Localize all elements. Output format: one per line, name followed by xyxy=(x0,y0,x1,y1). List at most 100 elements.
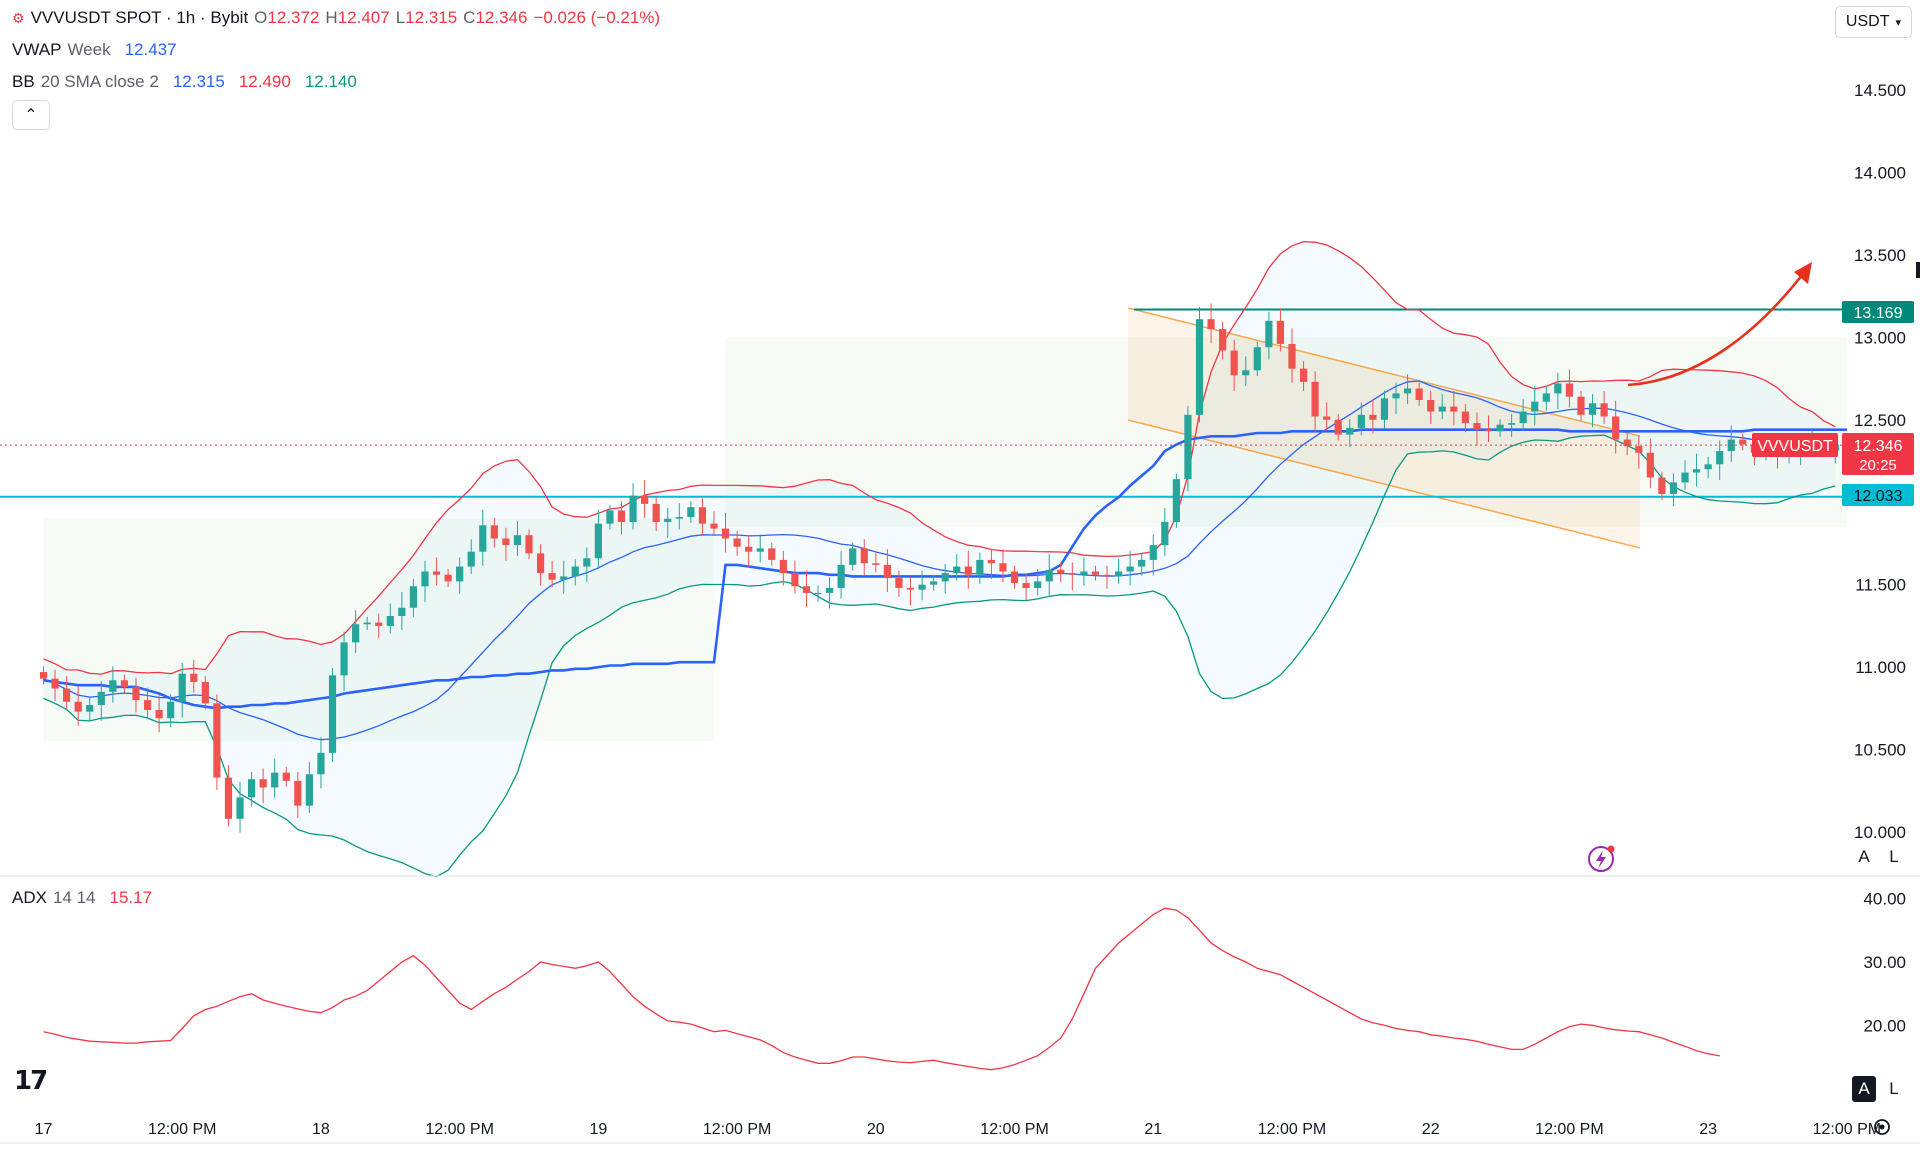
candle xyxy=(1739,433,1747,451)
high-value: 12.407 xyxy=(337,8,390,27)
candle xyxy=(930,575,938,591)
adx-pane xyxy=(43,907,1720,1071)
candle xyxy=(941,564,949,594)
candle xyxy=(652,496,660,532)
candle xyxy=(456,557,464,594)
support-badge: 12.033 xyxy=(1854,488,1903,505)
candle xyxy=(1311,371,1319,433)
candlesticks xyxy=(39,303,1839,833)
candle xyxy=(872,550,880,573)
candle xyxy=(271,758,279,799)
adx-legend[interactable]: ADX 14 14 15.17 xyxy=(12,888,158,908)
vwap-name: VWAP xyxy=(12,40,62,59)
time-tick-label: 12:00 PM xyxy=(703,1121,771,1138)
bb-legend[interactable]: BB 20 SMA close 2 12.315 12.490 12.140 xyxy=(12,72,363,92)
adx-value: 15.17 xyxy=(109,888,153,907)
candle xyxy=(1704,456,1712,479)
time-tick-label: 12:00 PM xyxy=(1813,1121,1881,1138)
candle xyxy=(1623,432,1631,456)
candle xyxy=(1323,402,1331,431)
candle xyxy=(1588,394,1597,428)
price-axis[interactable]: 14.500 14.000 13.500 13.000 12.500 11.500 11.0… xyxy=(1854,81,1906,842)
candle xyxy=(1034,569,1042,596)
candle xyxy=(155,694,163,733)
price-tick-label: 13.000 xyxy=(1854,328,1906,347)
candle xyxy=(802,570,811,607)
settings-gear-icon[interactable] xyxy=(1874,1119,1890,1135)
candle xyxy=(1369,399,1377,434)
collapse-legend-button[interactable]: ⌃ xyxy=(12,100,50,130)
candle xyxy=(201,676,209,710)
candle xyxy=(1681,460,1689,490)
log-scale-button[interactable]: L xyxy=(1889,847,1899,866)
adx-axis[interactable]: 40.00 30.00 20.00 xyxy=(1863,890,1906,1036)
vwap-legend[interactable]: VWAP Week 12.437 xyxy=(12,40,183,60)
candle xyxy=(513,521,522,556)
candle xyxy=(328,667,337,762)
countdown-badge: 20:25 xyxy=(1859,457,1897,474)
candle xyxy=(120,674,129,693)
time-tick-label: 12:00 PM xyxy=(980,1121,1048,1138)
currency-button[interactable]: USDT ▾ xyxy=(1834,6,1912,38)
candle xyxy=(167,694,175,728)
time-tick-label: 23 xyxy=(1699,1121,1717,1138)
price-tick-label: 11.500 xyxy=(1855,576,1906,595)
bollinger-band-fills xyxy=(43,241,1847,877)
symbol-tag: VVVUSDT xyxy=(1757,438,1833,455)
candle xyxy=(1403,374,1412,405)
time-axis[interactable]: 17 12:00 PM 18 12:00 PM 19 12:00 PM 20 12:00 PM… xyxy=(35,1121,1920,1138)
close-value: 12.346 xyxy=(475,8,528,27)
tradingview-logo-icon[interactable]: 17 xyxy=(14,1066,48,1096)
candle xyxy=(1496,418,1504,438)
candle xyxy=(1531,385,1539,426)
candle xyxy=(1207,303,1215,344)
axis-edge-marker xyxy=(1916,262,1920,278)
candle xyxy=(1138,552,1146,576)
vwap-value: 12.437 xyxy=(124,40,177,59)
price-badges: 13.169 12.033 VVVUSDT 12.346 20:25 xyxy=(1752,301,1914,506)
candle xyxy=(178,662,186,718)
channel-upper-line xyxy=(1127,307,1641,437)
candle xyxy=(386,603,394,634)
bb-name: BB xyxy=(12,72,35,91)
candle xyxy=(825,577,834,609)
vwap-param: Week xyxy=(67,40,111,59)
candle xyxy=(525,529,533,560)
candle xyxy=(849,542,857,571)
candle xyxy=(1022,573,1030,601)
open-value: 12.372 xyxy=(267,8,320,27)
adx-log-scale-button[interactable]: L xyxy=(1889,1079,1899,1098)
price-tick-label: 13.500 xyxy=(1854,246,1906,265)
candle xyxy=(97,681,105,721)
candle xyxy=(143,687,152,718)
candle xyxy=(63,676,71,710)
candle xyxy=(1057,562,1065,583)
adx-tick-label: 30.00 xyxy=(1863,953,1906,972)
alert-bolt-icon[interactable] xyxy=(1588,845,1615,872)
currency-label: USDT xyxy=(1845,13,1890,30)
candle xyxy=(1219,321,1227,360)
candle xyxy=(421,560,429,602)
candle xyxy=(1126,550,1134,586)
candle xyxy=(1450,390,1458,426)
candle xyxy=(1149,534,1157,576)
candle xyxy=(109,666,117,703)
adx-auto-scale-button[interactable]: A xyxy=(1852,1076,1876,1102)
candle xyxy=(710,511,718,537)
candle xyxy=(352,610,360,654)
auto-scale-button[interactable]: A xyxy=(1858,847,1870,866)
candle xyxy=(675,503,683,530)
projection-arrow xyxy=(1627,269,1808,387)
candle xyxy=(964,550,972,589)
candle xyxy=(791,560,799,594)
candle xyxy=(779,550,787,586)
candle xyxy=(883,549,891,593)
candle xyxy=(1635,435,1643,469)
price-tick-label: 10.500 xyxy=(1854,741,1906,760)
candle xyxy=(1091,565,1100,581)
candle xyxy=(1010,565,1019,589)
horizontal-levels xyxy=(0,308,1842,498)
candle xyxy=(398,592,406,631)
symbol-line[interactable]: VVVUSDT SPOT · 1h · Bybit xyxy=(30,8,249,27)
